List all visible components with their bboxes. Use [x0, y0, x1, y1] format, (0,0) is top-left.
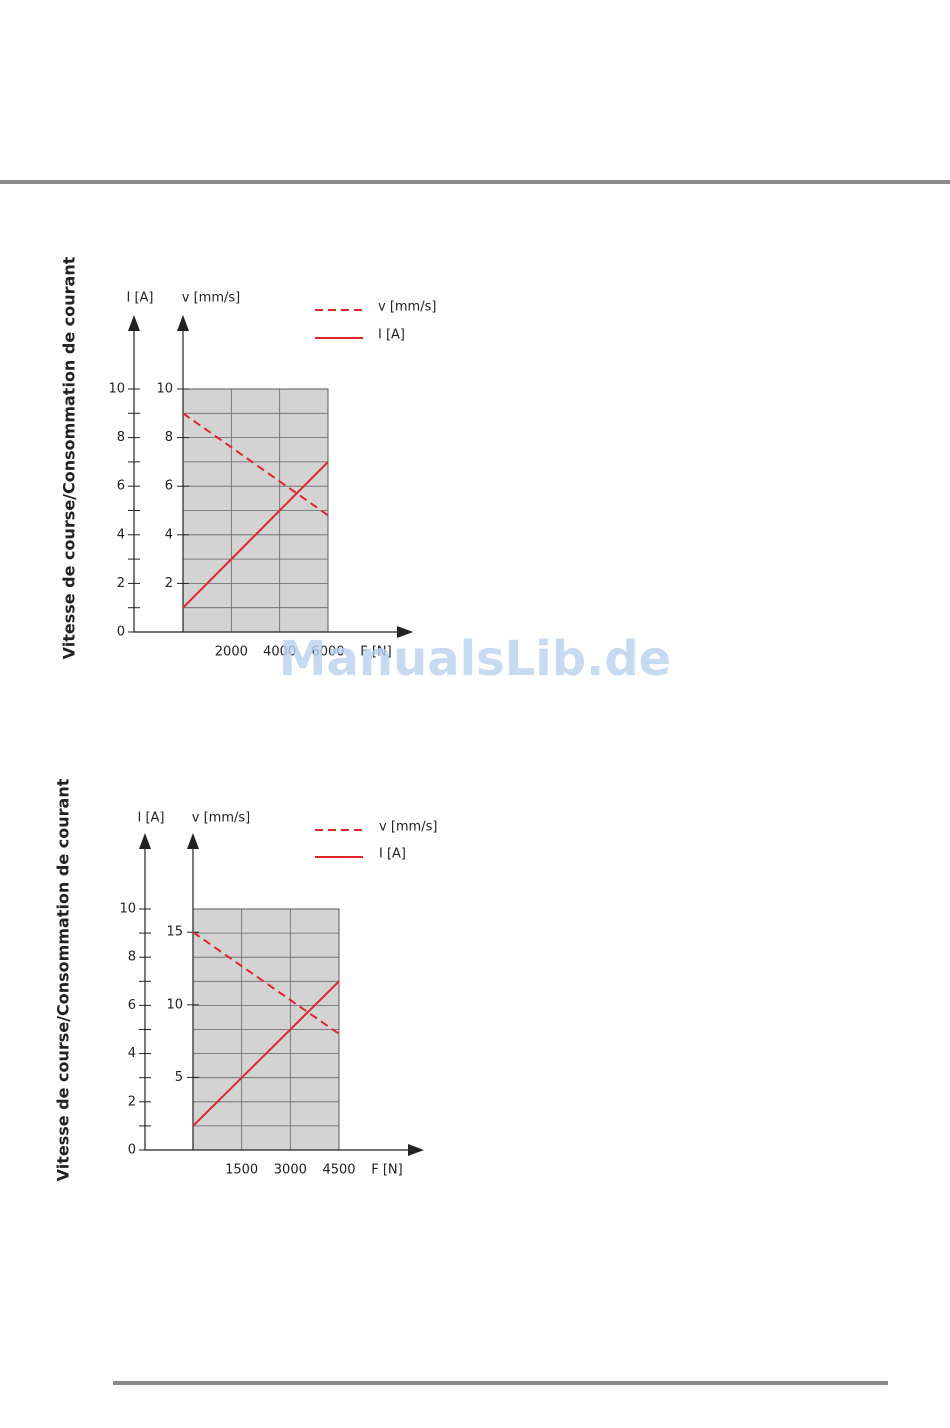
- legend-label: v [mm/s]: [378, 300, 436, 315]
- bottom-rule: [113, 1381, 888, 1385]
- series-line: [192, 980, 340, 1127]
- x-tick-label: 4500: [322, 1163, 355, 1178]
- x-tick-label: 6000: [311, 645, 344, 660]
- y-axis-title: Vitesse de course/Consommation de couran…: [60, 256, 79, 659]
- top-rule: [0, 180, 950, 184]
- y-tick-label: 2: [117, 576, 125, 591]
- x-axis-arrow: [408, 1144, 424, 1156]
- y2-tick-label: 6: [165, 479, 173, 494]
- legend-label: I [A]: [378, 328, 405, 343]
- y-tick-label: 8: [117, 430, 125, 445]
- y-axis-label: I [A]: [137, 811, 164, 826]
- y2-tick-label: 5: [175, 1070, 183, 1085]
- x-axis-label: F [N]: [360, 645, 391, 660]
- y-axis-arrow: [177, 315, 189, 331]
- y2-axis-label: v [mm/s]: [182, 291, 240, 306]
- y-tick-label: 6: [128, 998, 136, 1013]
- series-line: [192, 931, 340, 1035]
- x-tick-label: 2000: [215, 645, 248, 660]
- x-tick-label: 1500: [225, 1163, 258, 1178]
- x-tick-label: 4000: [263, 645, 296, 660]
- series-line: [182, 412, 329, 517]
- y2-tick-label: 2: [165, 576, 173, 591]
- y-tick-label: 4: [117, 527, 125, 542]
- y-tick-label: 4: [128, 1046, 136, 1061]
- y-axis-title: Vitesse de course/Consommation de couran…: [54, 778, 73, 1181]
- x-axis-label: F [N]: [371, 1163, 402, 1178]
- legend-label: I [A]: [379, 847, 406, 862]
- y-tick-label: 0: [117, 625, 125, 640]
- y2-tick-label: 10: [156, 382, 173, 397]
- y-axis-label: I [A]: [126, 291, 153, 306]
- y-axis-arrow: [128, 315, 140, 331]
- legend-label: v [mm/s]: [379, 820, 437, 835]
- y-axis-arrow: [139, 833, 151, 849]
- y2-tick-label: 8: [165, 430, 173, 445]
- y-tick-label: 10: [119, 902, 136, 917]
- watermark: ManualsLib.de: [279, 631, 671, 687]
- y2-tick-label: 10: [166, 997, 183, 1012]
- series-line: [182, 461, 329, 609]
- x-tick-label: 3000: [274, 1163, 307, 1178]
- y2-axis-label: v [mm/s]: [192, 811, 250, 826]
- x-axis-arrow: [397, 626, 413, 638]
- y-tick-label: 2: [128, 1094, 136, 1109]
- y-tick-label: 0: [128, 1143, 136, 1158]
- y2-tick-label: 15: [166, 925, 183, 940]
- y-tick-label: 6: [117, 479, 125, 494]
- y-tick-label: 10: [108, 382, 125, 397]
- y-tick-label: 8: [128, 950, 136, 965]
- y2-tick-label: 4: [165, 527, 173, 542]
- y-axis-arrow: [187, 833, 199, 849]
